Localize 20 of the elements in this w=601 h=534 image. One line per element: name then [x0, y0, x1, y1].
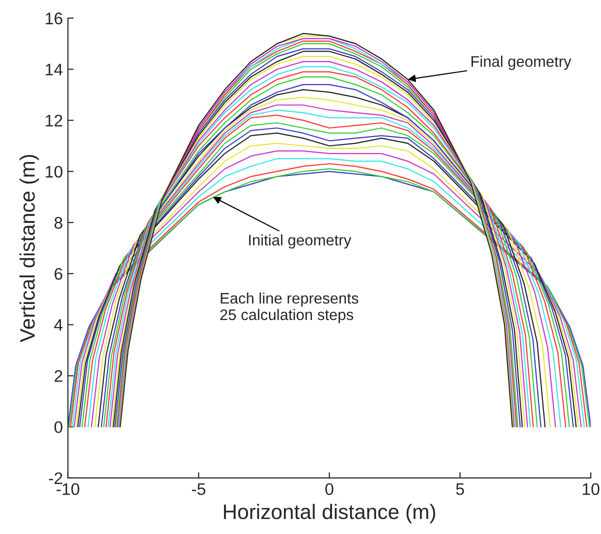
y-tick-label: 16: [46, 12, 62, 24]
y-tick-label: 6: [54, 268, 62, 280]
x-tick-label: -10: [56, 483, 80, 496]
y-tick-label: 14: [46, 64, 63, 76]
y-tick-label: 10: [46, 166, 62, 178]
x-tick-label: 5: [456, 483, 464, 496]
y-tick-label: 4: [54, 319, 63, 331]
y-axis-title: Vertical distance (m): [20, 154, 39, 342]
y-tick-label: 2: [54, 370, 62, 382]
y-tick-label: -2: [48, 472, 62, 484]
x-tick-label: -5: [192, 483, 206, 496]
x-tick-label: 0: [325, 483, 334, 496]
annotation: Each line represents 25 calculation steps: [220, 292, 358, 324]
annotation: Initial geometry: [249, 234, 352, 249]
y-tick-label: 8: [54, 216, 62, 229]
x-axis-title: Horizontal distance (m): [224, 504, 436, 524]
y-tick-label: 0: [54, 421, 62, 434]
x-tick-label: 10: [582, 483, 600, 496]
y-tick-label: 12: [46, 114, 62, 126]
annotation: Final geometry: [472, 56, 572, 70]
